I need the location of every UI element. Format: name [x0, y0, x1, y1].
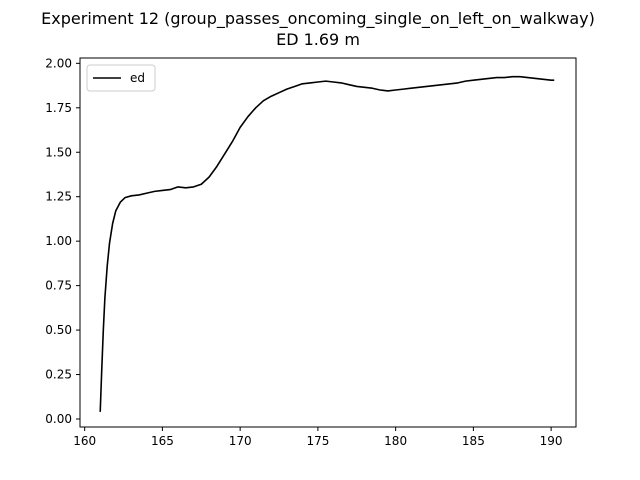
x-tick-label: 165: [151, 434, 174, 448]
x-tick-label: 170: [229, 434, 252, 448]
x-tick-label: 185: [462, 434, 485, 448]
x-tick-label: 190: [540, 434, 563, 448]
y-tick-label: 2.00: [45, 56, 72, 70]
y-tick-label: 0.00: [45, 412, 72, 426]
y-tick-label: 1.50: [45, 145, 72, 159]
x-tick-label: 180: [384, 434, 407, 448]
series-layer: [99, 75, 555, 412]
series-line-ed: [99, 75, 555, 412]
x-tick-label: 175: [306, 434, 329, 448]
y-tick-label: 1.00: [45, 234, 72, 248]
y-tick-label: 1.75: [45, 101, 72, 115]
chart-title: Experiment 12 (group_passes_oncoming_sin…: [41, 9, 595, 29]
y-tick-label: 1.25: [45, 190, 72, 204]
legend: ed: [86, 64, 156, 92]
y-tick-label: 0.75: [45, 279, 72, 293]
ticks-layer: 160 165 170 175 180 185 190 0.00 0.25 0.50 0.75 1.0…: [45, 56, 562, 448]
x-tick-label: 160: [73, 434, 96, 448]
chart-subtitle: ED 1.69 m: [276, 30, 360, 49]
plot-area-frame: [79, 57, 577, 428]
legend-label-ed: ed: [130, 71, 145, 85]
y-tick-label: 0.50: [45, 323, 72, 337]
y-tick-label: 0.25: [45, 368, 72, 382]
